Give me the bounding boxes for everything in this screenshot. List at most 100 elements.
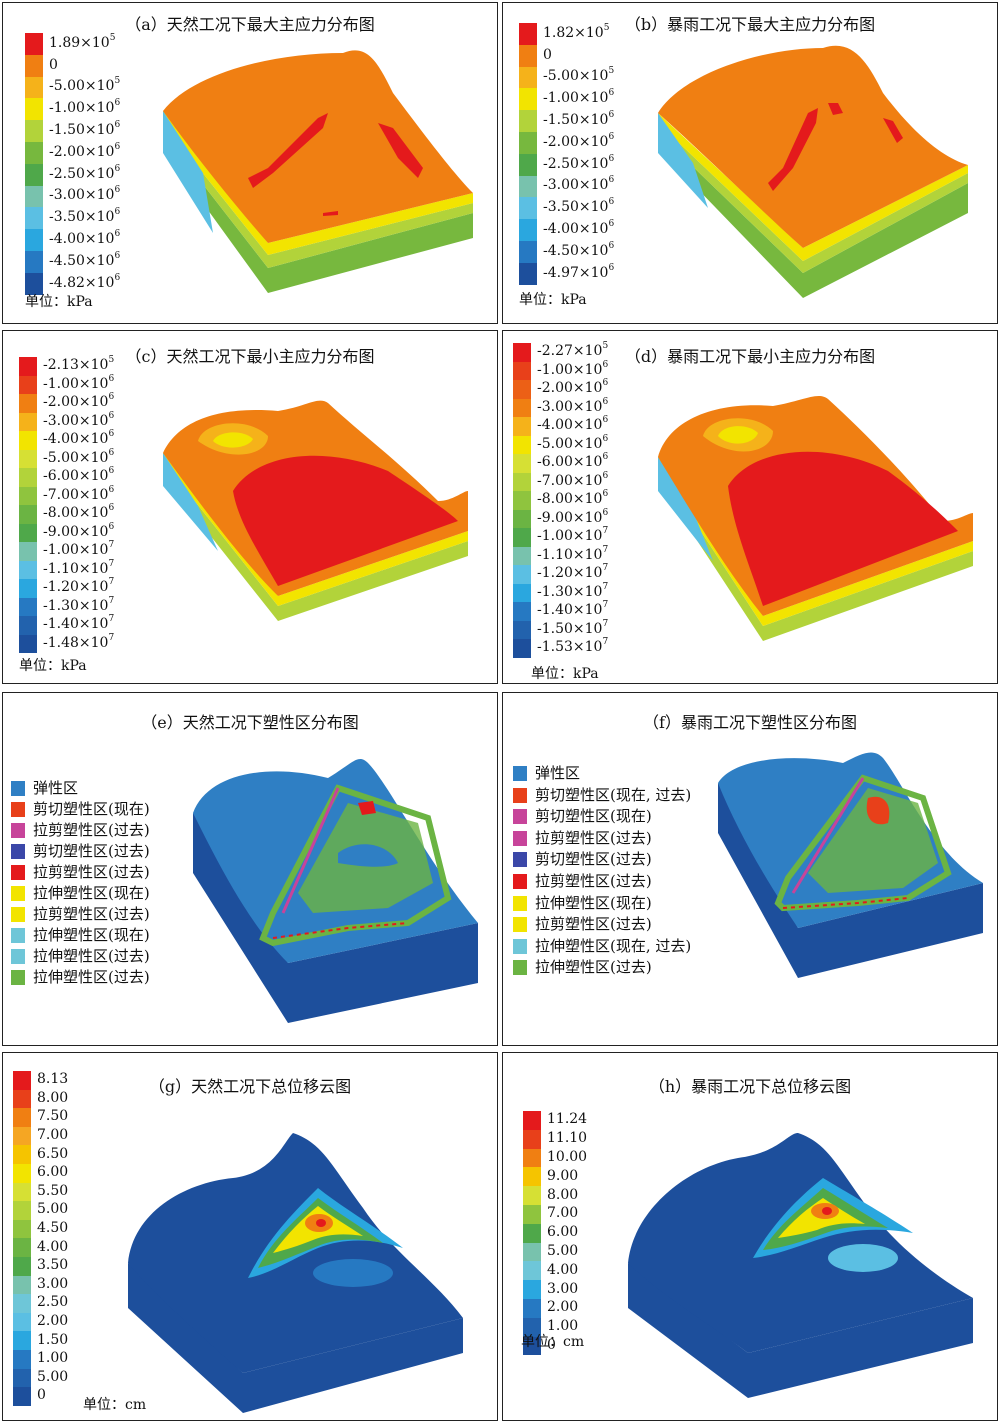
legend-exponent: 6	[602, 507, 609, 518]
legend-label: -1.50×106	[543, 110, 615, 129]
panel-b-model	[658, 45, 968, 298]
legend-label: 7.00	[37, 1127, 69, 1144]
legend-label: -1.40×107	[43, 614, 115, 633]
legend-label: -2.00×106	[49, 141, 121, 160]
legend-exponent: 6	[108, 521, 115, 532]
legend-swatch	[11, 844, 25, 859]
legend-exponent: 6	[108, 447, 115, 458]
legend-swatch	[523, 1336, 541, 1356]
legend-label: -4.00×106	[43, 429, 115, 448]
legend-swatch	[25, 185, 43, 208]
legend-entry: -4.00×106	[519, 219, 649, 241]
legend-entry: 弹性区	[513, 763, 723, 784]
panel-g-unit: 单位：cm	[83, 1397, 147, 1413]
legend-exponent: 6	[608, 219, 615, 230]
panel-b-unit: 单位：kPa	[519, 292, 587, 308]
legend-swatch	[519, 23, 537, 45]
legend-label: -5.00×105	[49, 76, 121, 95]
legend-entry: -1.20×107	[513, 564, 643, 584]
panel-d-model	[658, 396, 973, 641]
legend-label: -4.82×106	[49, 272, 121, 291]
legend-entry: -5.00×106	[19, 447, 149, 468]
legend-label: 拉剪塑性区(过去)	[535, 872, 652, 890]
legend-label: -5.00×105	[543, 66, 615, 85]
legend-swatch	[519, 88, 537, 111]
legend-entry: -4.50×106	[519, 241, 649, 263]
legend-swatch	[11, 970, 25, 985]
legend-swatch	[25, 251, 43, 273]
legend-entry: 拉剪塑性区(过去)	[11, 820, 191, 841]
legend-label: 0	[543, 46, 552, 63]
legend-label: 拉伸塑性区(现在)	[33, 926, 150, 944]
legend-label: 8.00	[547, 1186, 579, 1203]
legend-label: 1.89×105	[49, 32, 116, 51]
legend-entry: 剪切塑性区(现在)	[513, 806, 723, 827]
legend-label: 5.00	[547, 1242, 579, 1259]
legend-entry: 拉伸塑性区(现在, 过去)	[513, 936, 723, 957]
legend-label: 剪切塑性区(过去)	[535, 850, 652, 869]
legend-label: -1.53×107	[537, 637, 609, 656]
legend-swatch	[25, 54, 43, 77]
legend-entry: -4.97×106	[519, 262, 649, 285]
legend-swatch	[523, 1280, 541, 1299]
legend-exponent: 6	[114, 141, 121, 152]
legend-exponent: 6	[108, 373, 115, 384]
legend-label: 1.50	[37, 1331, 69, 1348]
legend-entry: -2.00×106	[19, 392, 149, 413]
legend-entry: -1.00×106	[19, 373, 149, 394]
legend-entry: 11.10	[523, 1129, 623, 1149]
legend-swatch	[519, 44, 537, 67]
panel-g-title: （g）天然工况下总位移云图	[148, 1077, 352, 1096]
legend-entry: -8.00×106	[513, 490, 643, 510]
legend-entry: 2.00	[13, 1312, 113, 1332]
panel-b-legend: 1.82×105 0 -5.00×105 -1.00×106 -1.50×106 -2.0…	[519, 23, 649, 285]
legend-swatch	[19, 634, 37, 653]
legend-entry: 5.50	[13, 1182, 113, 1202]
legend-entry: 拉伸塑性区(现在)	[11, 883, 191, 904]
legend-entry: 6.50	[13, 1145, 113, 1164]
legend-entry: 2.00	[523, 1299, 623, 1318]
legend-entry: 拉剪塑性区(过去)	[513, 828, 723, 849]
legend-entry: 0	[519, 44, 649, 67]
panel-h-unit: 单位：cm	[521, 1334, 585, 1350]
legend-swatch	[513, 398, 531, 417]
legend-swatch	[519, 132, 537, 154]
legend-swatch	[513, 620, 531, 639]
legend-entry: 9.00	[523, 1167, 623, 1187]
legend-swatch	[519, 153, 537, 176]
legend-swatch	[513, 602, 531, 621]
legend-swatch	[513, 491, 531, 510]
legend-label: 3.00	[547, 1280, 579, 1297]
legend-entry: 剪切塑性区(过去)	[513, 849, 723, 870]
legend-swatch	[513, 509, 531, 528]
legend-label: 9.00	[547, 1167, 579, 1184]
legend-entry: -5.00×105	[25, 76, 155, 99]
legend-entry: -1.50×106	[25, 120, 155, 142]
legend-swatch	[523, 1317, 541, 1337]
panel-d-unit: 单位：kPa	[531, 666, 599, 682]
legend-swatch	[19, 486, 37, 505]
legend-swatch	[523, 1205, 541, 1224]
panel-a: （a）天然工况下最大主应力分布图 1.89×105 0 -5.00×105 -1.00…	[2, 2, 498, 324]
legend-entry: -4.50×106	[25, 251, 155, 273]
legend-entry: -1.50×106	[519, 110, 649, 132]
legend-label: 5.50	[37, 1182, 69, 1199]
legend-swatch	[13, 1238, 31, 1257]
panel-c-unit: 单位：kPa	[19, 658, 87, 674]
legend-label: -1.20×107	[43, 577, 115, 596]
legend-entry: 0	[25, 54, 155, 77]
legend-entry: 拉剪塑性区(过去)	[513, 914, 723, 935]
legend-swatch	[19, 449, 37, 468]
legend-label: -2.00×106	[43, 392, 115, 411]
legend-label: 4.00	[547, 1261, 579, 1278]
legend-swatch	[19, 375, 37, 394]
legend-swatch	[11, 886, 25, 901]
legend-swatch	[519, 110, 537, 132]
panel-c-legend: -2.13×105 -1.00×106 -2.00×106 -3.00×106 -4.0…	[19, 356, 149, 657]
legend-entry: -1.30×107	[513, 582, 643, 602]
panel-e-title: （e）天然工况下塑性区分布图	[141, 713, 359, 732]
legend-label: 11.24	[547, 1111, 588, 1128]
legend-label: -4.50×106	[49, 250, 121, 269]
legend-swatch	[13, 1387, 31, 1406]
legend-label: 拉剪塑性区(过去)	[33, 905, 150, 923]
